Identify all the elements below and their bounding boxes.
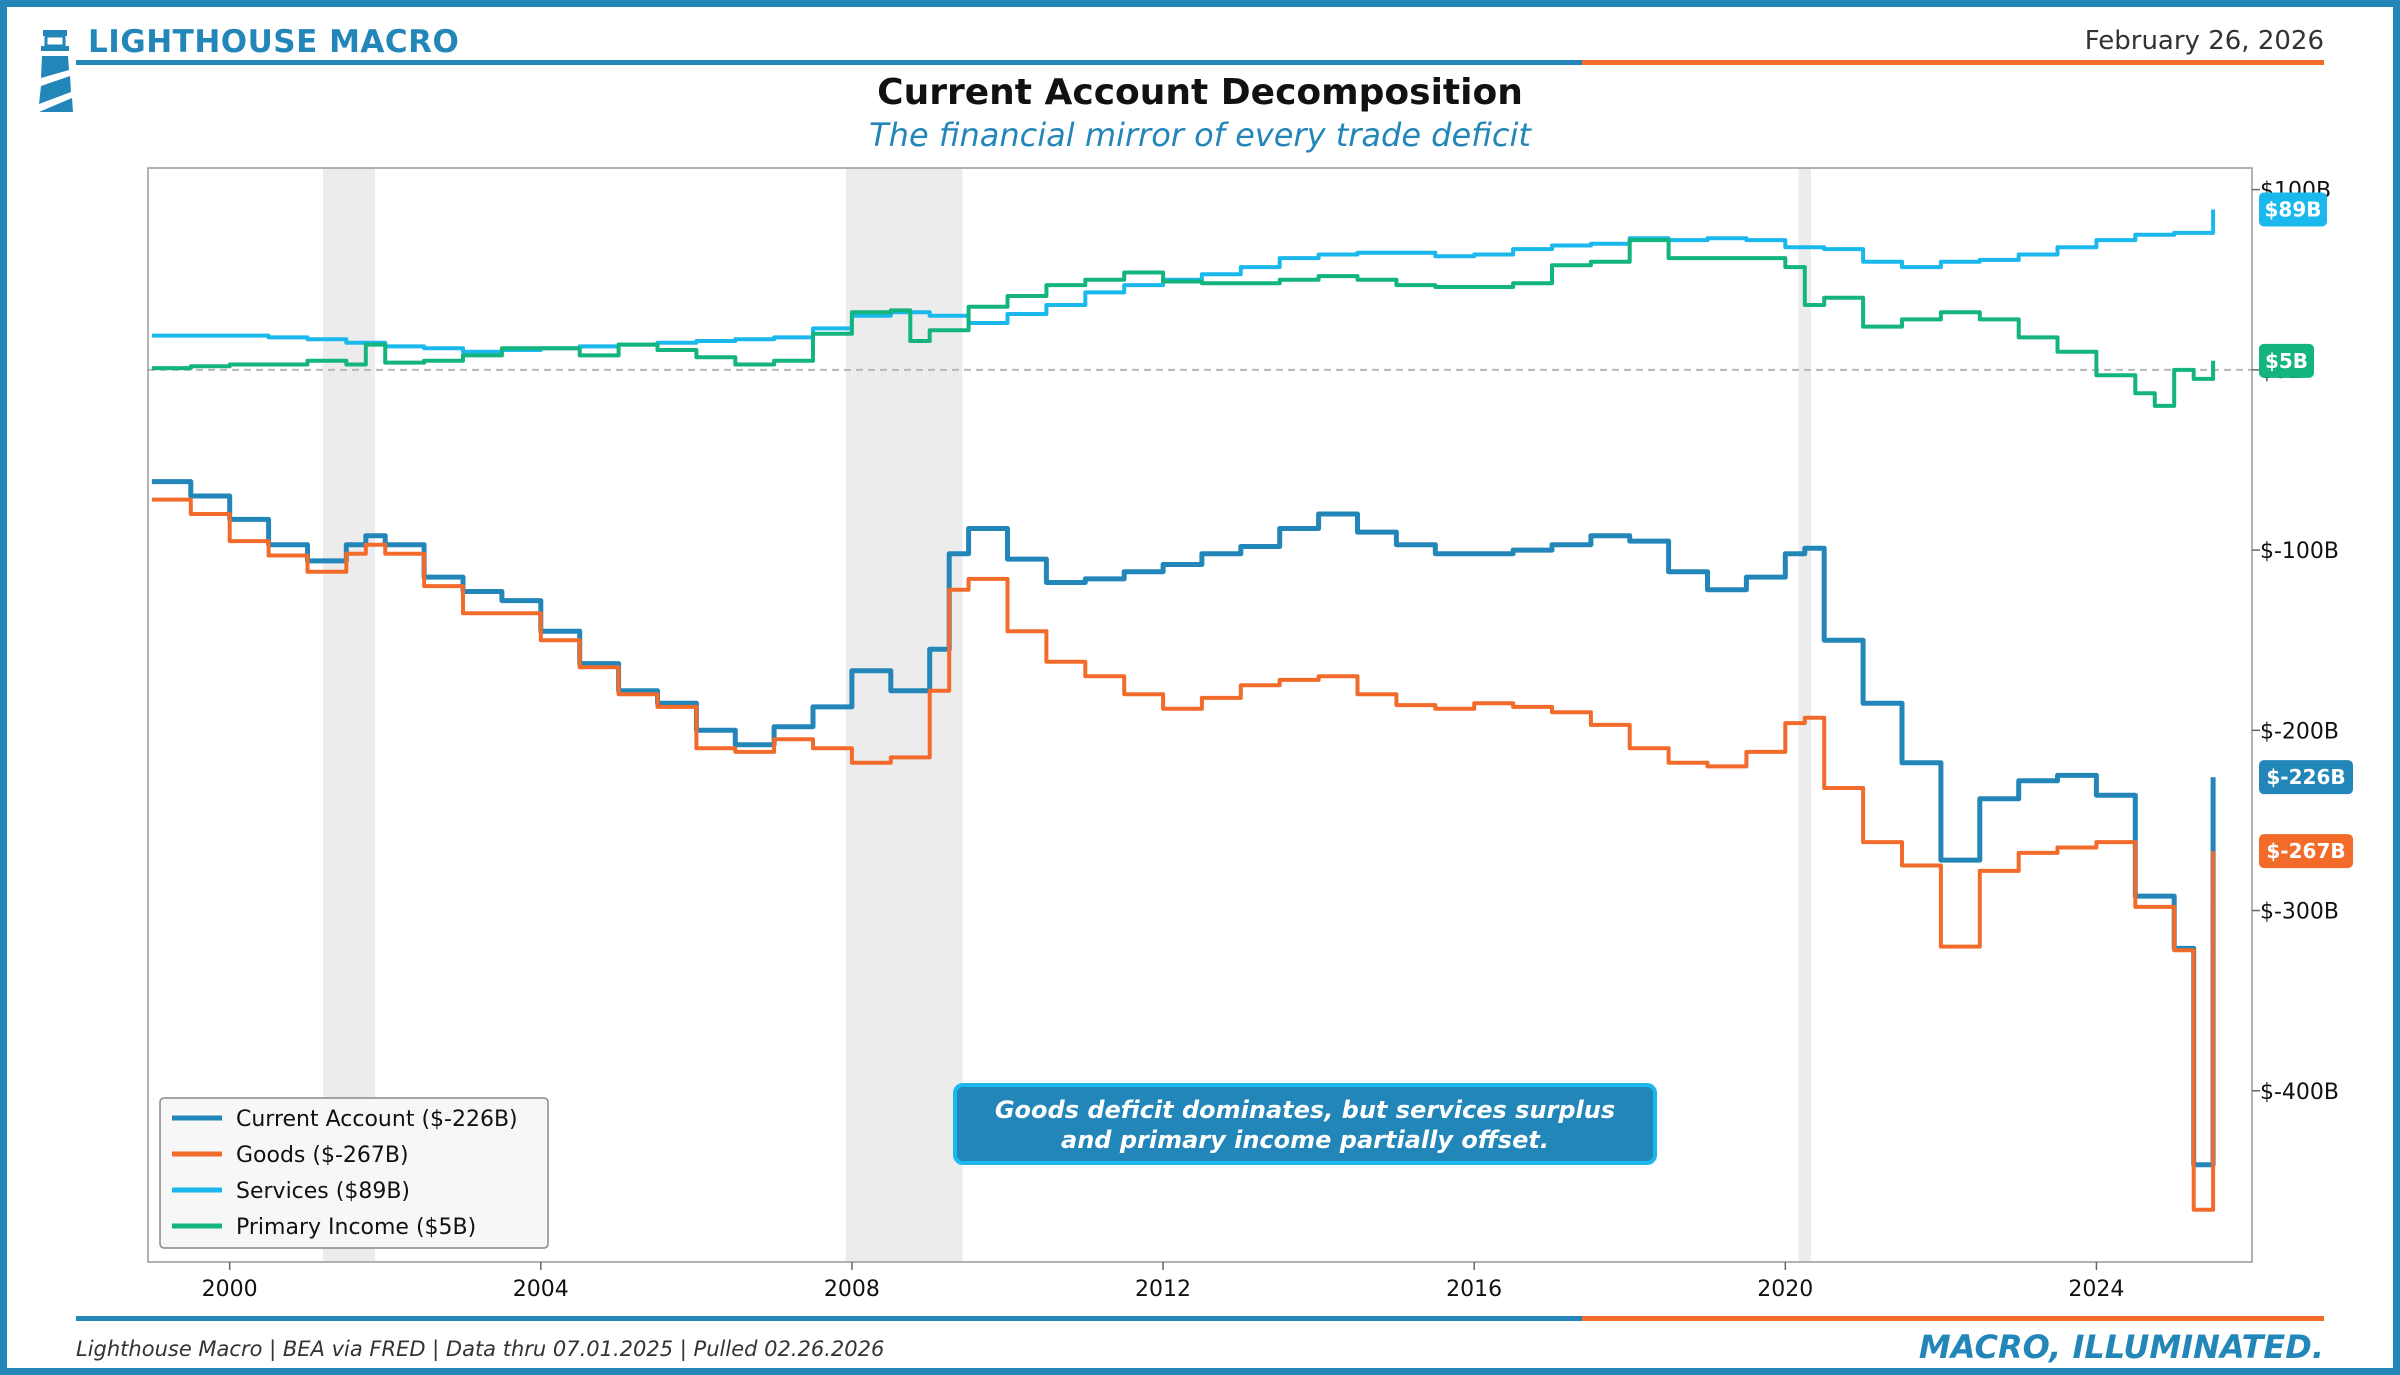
end-label-goods: $-267B xyxy=(2259,834,2353,869)
x-tick-label: 2024 xyxy=(2068,1277,2124,1302)
x-tick-label: 2000 xyxy=(202,1277,258,1302)
x-tick-label: 2020 xyxy=(1757,1277,1813,1302)
end-label-text: $5B xyxy=(2265,349,2308,373)
legend-label: Goods ($-267B) xyxy=(236,1143,409,1168)
lighthouse-logo-icon xyxy=(39,30,73,112)
series-lines xyxy=(151,209,2216,1212)
chart-subtitle: The financial mirror of every trade defi… xyxy=(869,116,1531,154)
end-labels: $-226B $-267B $89B $5B xyxy=(2259,192,2353,869)
end-label-text: $89B xyxy=(2265,197,2322,221)
y-tick-label: $-400B xyxy=(2260,1080,2339,1105)
end-label-primary-income: $5B xyxy=(2259,343,2314,378)
recession-shading xyxy=(323,168,1811,1262)
bottom-rule-orange xyxy=(1582,1316,2324,1321)
top-rule-blue xyxy=(76,60,1582,65)
x-tick-label: 2016 xyxy=(1446,1277,1502,1302)
series-line-goods xyxy=(151,497,2216,1212)
legend: Current Account ($-226B) Goods ($-267B) Se… xyxy=(159,1097,549,1249)
series-line-primary-income xyxy=(151,238,2216,408)
report-date: February 26, 2026 xyxy=(2084,26,2324,56)
x-tick-label: 2004 xyxy=(513,1277,569,1302)
tagline: MACRO, ILLUMINATED. xyxy=(1918,1328,2324,1366)
series-line-current-account xyxy=(151,479,2216,1168)
y-tick-label: $-200B xyxy=(2260,719,2339,744)
y-axis: $100B$0B$-100B$-200B$-300B$-400B xyxy=(2252,179,2339,1105)
recession-band-2 xyxy=(1798,168,1811,1262)
annotation-box: Goods deficit dominates, but services su… xyxy=(953,1083,1657,1165)
annotation-text: Goods deficit dominates, but services su… xyxy=(995,1096,1615,1154)
end-label-current-account: $-226B xyxy=(2259,760,2353,795)
end-label-text: $-226B xyxy=(2266,765,2345,789)
source-note: Lighthouse Macro | BEA via FRED | Data t… xyxy=(76,1337,885,1361)
x-axis: 2000 2004 2008 2012 2016 2020 2024 xyxy=(202,1262,2124,1302)
legend-label: Primary Income ($5B) xyxy=(236,1215,476,1240)
end-label-text: $-267B xyxy=(2266,839,2345,863)
recession-band-1 xyxy=(845,168,963,1262)
top-rule-orange xyxy=(1582,60,2324,65)
x-tick-label: 2008 xyxy=(824,1277,880,1302)
bottom-rule-blue xyxy=(76,1316,1582,1321)
y-tick-label: $-300B xyxy=(2260,900,2339,925)
y-tick-label: $-100B xyxy=(2260,539,2339,564)
legend-label: Services ($89B) xyxy=(236,1179,410,1204)
legend-label: Current Account ($-226B) xyxy=(236,1107,518,1132)
plot-border xyxy=(147,167,2253,1263)
end-label-services: $89B xyxy=(2259,192,2327,227)
chart-title: Current Account Decomposition xyxy=(877,72,1523,113)
x-tick-label: 2012 xyxy=(1135,1277,1191,1302)
brand-name: LIGHTHOUSE MACRO xyxy=(88,24,460,60)
